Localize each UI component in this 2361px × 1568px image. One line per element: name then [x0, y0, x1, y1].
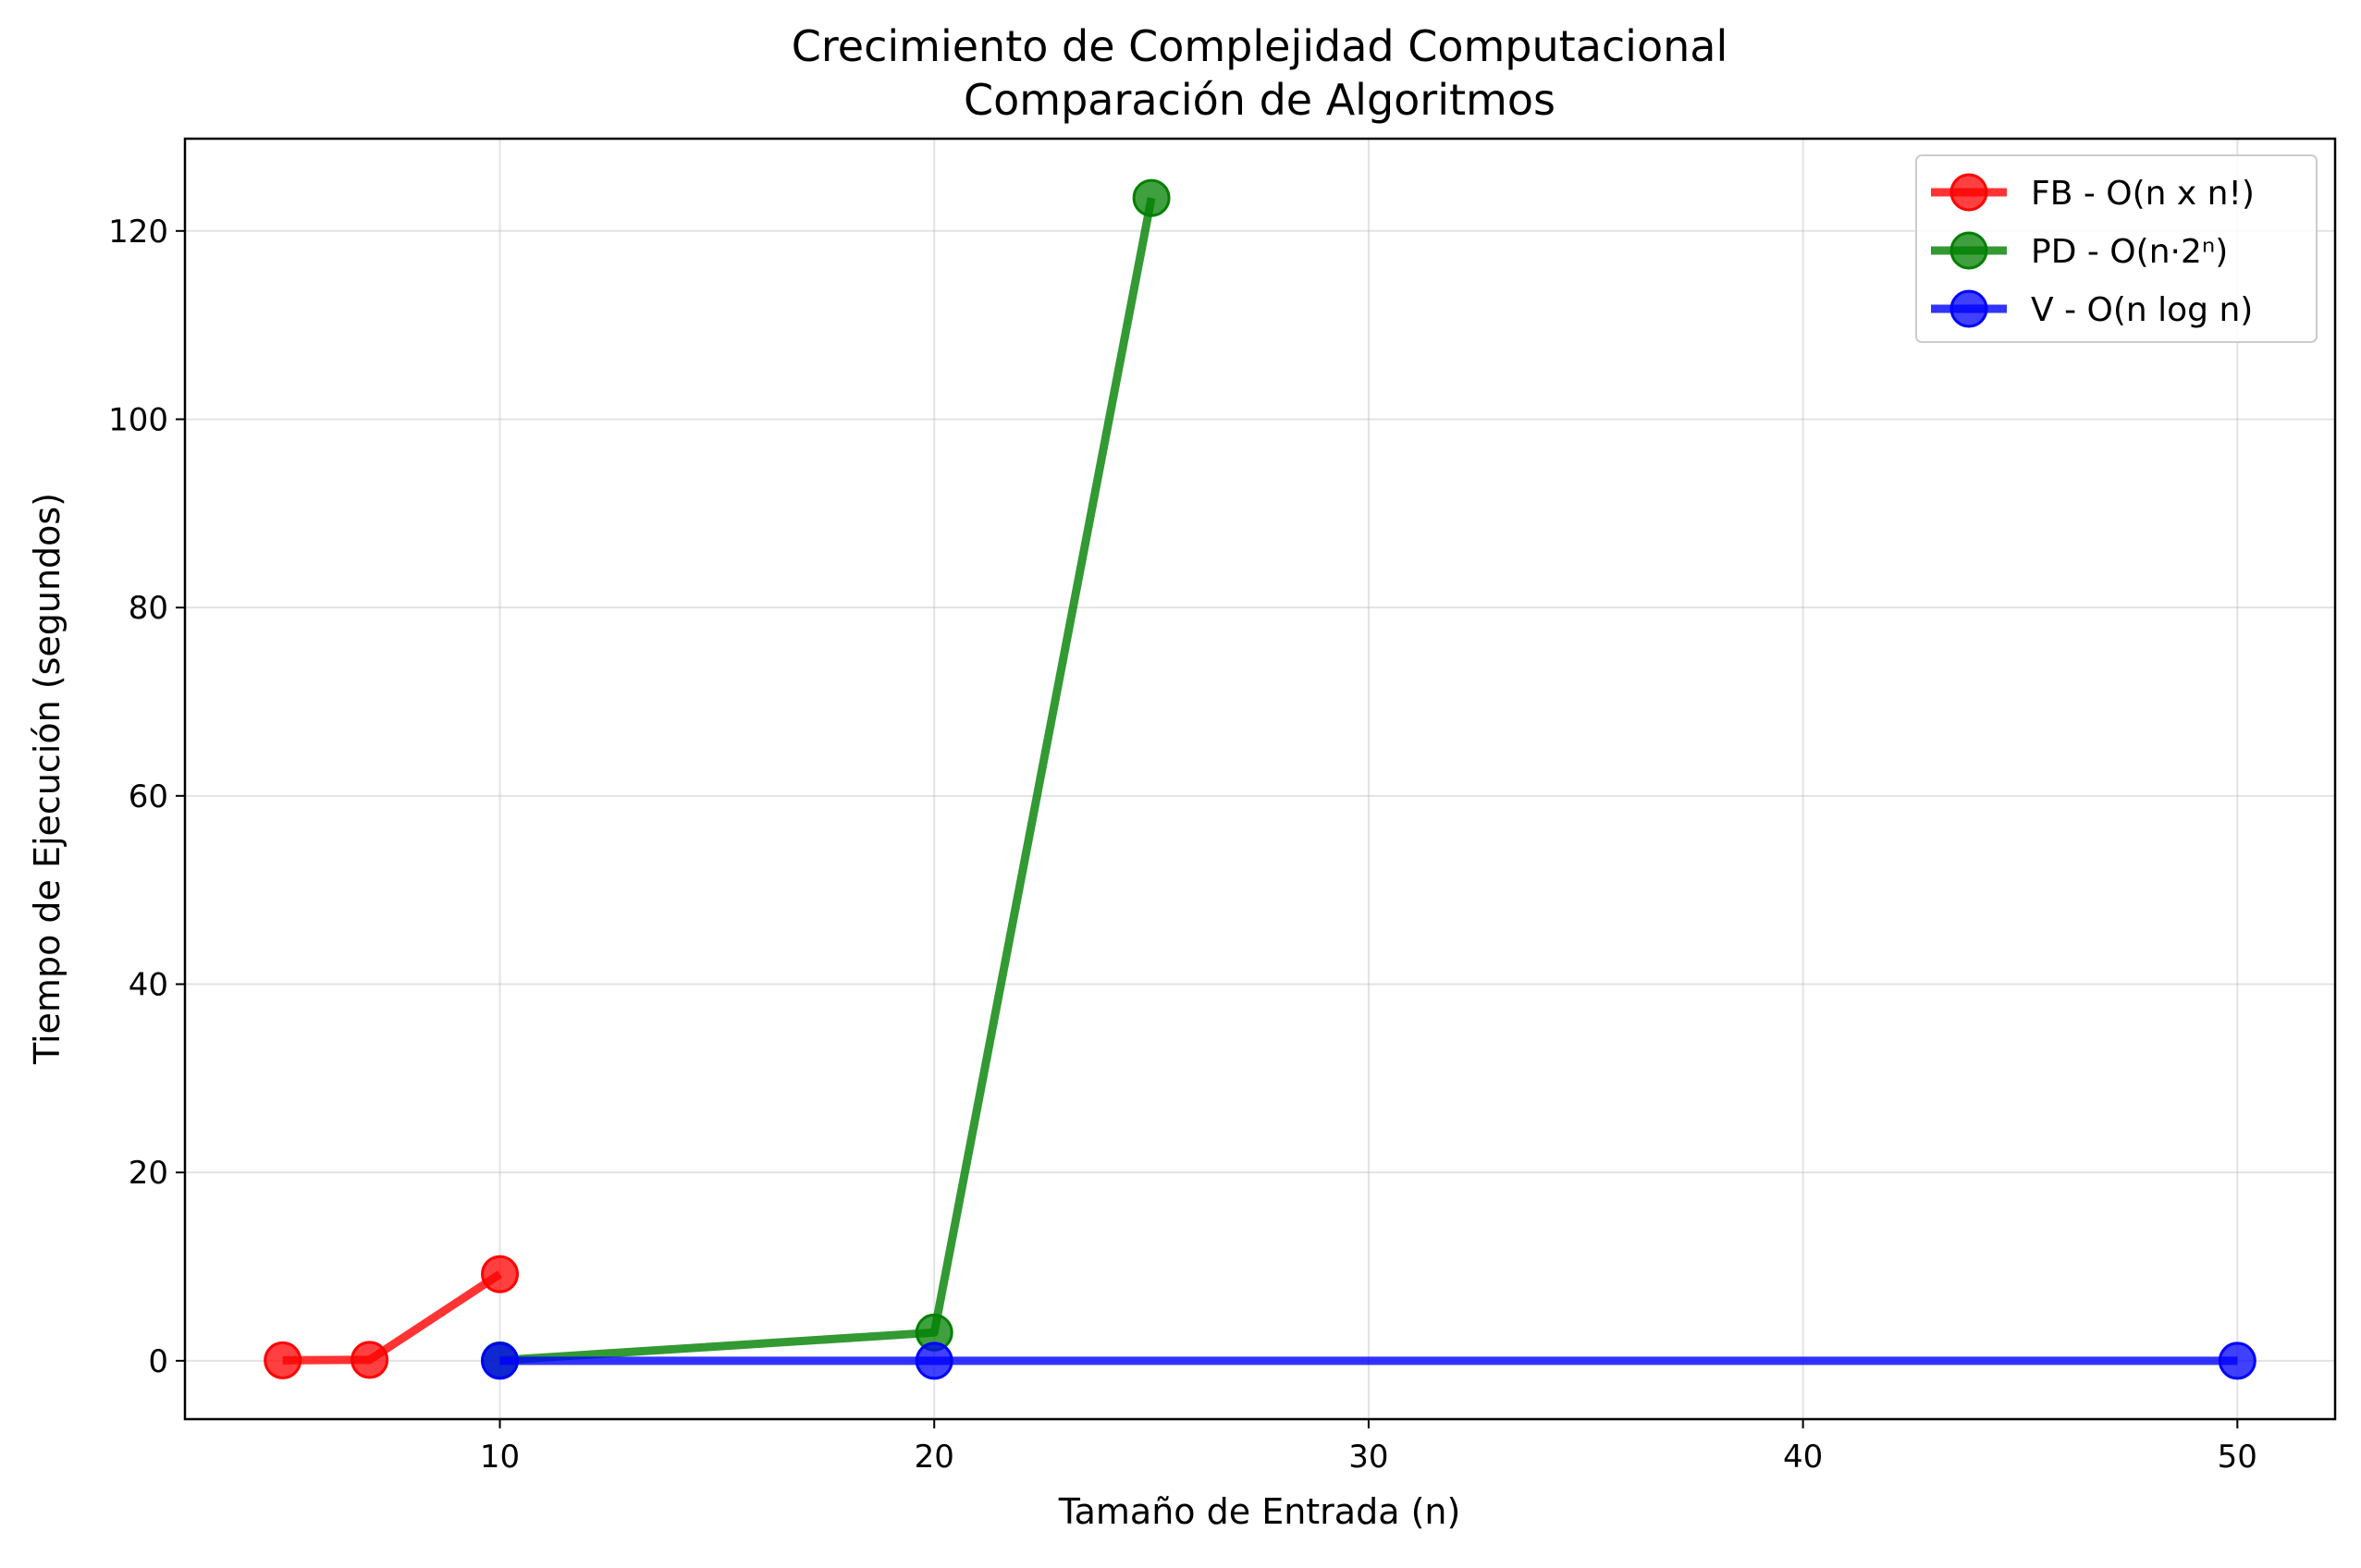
- legend-marker: [1949, 289, 1988, 328]
- series-1: [264, 1255, 520, 1379]
- chart-subtitle: Comparación de Algoritmos: [964, 75, 1556, 125]
- data-point: [915, 1341, 953, 1380]
- legend-entry: FB - O(n x n!): [1931, 173, 2255, 213]
- x-tick-label: 20: [915, 1439, 954, 1476]
- x-tick-label: 50: [2218, 1439, 2257, 1476]
- data-point: [264, 1341, 302, 1379]
- data-point: [1132, 178, 1171, 217]
- plot-area-frame: [183, 137, 2337, 1421]
- legend-entry: V - O(n log n): [1931, 289, 2253, 329]
- chart-title: Crecimiento de Complejidad Computacional: [792, 21, 1728, 71]
- legend-label: PD - O(n·2ⁿ): [2031, 233, 2228, 271]
- legend-marker: [1949, 173, 1988, 212]
- y-tick-label: 100: [108, 401, 168, 438]
- axis-ticks: 10 20 30 40 50 0 20 40 60 80 100 120: [108, 214, 2257, 1476]
- y-tick-label: 0: [148, 1343, 168, 1380]
- x-tick-label: 40: [1783, 1439, 1823, 1476]
- data-point: [350, 1341, 389, 1379]
- x-axis-label: Tamaño de Entrada (n): [1058, 1491, 1461, 1532]
- y-tick-label: 120: [108, 214, 168, 251]
- series-3: [481, 1341, 2256, 1380]
- series-line: [282, 1270, 503, 1365]
- y-tick-label: 40: [129, 967, 168, 1004]
- data-point: [481, 1341, 520, 1380]
- data-point: [481, 1255, 520, 1293]
- series-line: [499, 197, 1156, 1365]
- x-tick-label: 30: [1348, 1439, 1388, 1476]
- y-tick-label: 60: [129, 778, 168, 815]
- data-point: [2218, 1341, 2256, 1380]
- legend-marker: [1949, 231, 1988, 270]
- series-2: [481, 178, 1171, 1379]
- legend-label: FB - O(n x n!): [2031, 175, 2255, 213]
- y-tick-label: 80: [129, 590, 168, 627]
- legend: FB - O(n x n!) PD - O(n·2ⁿ) V - O(n log n): [1915, 154, 2318, 343]
- legend-entry: PD - O(n·2ⁿ): [1931, 231, 2228, 271]
- y-axis-label: Tiempo de Ejecución (segundos): [27, 493, 68, 1065]
- legend-box: [1915, 154, 2318, 343]
- y-tick-label: 20: [129, 1155, 168, 1192]
- x-tick-label: 10: [480, 1439, 520, 1476]
- series-layer: [264, 178, 2256, 1380]
- legend-label: V - O(n log n): [2031, 291, 2253, 329]
